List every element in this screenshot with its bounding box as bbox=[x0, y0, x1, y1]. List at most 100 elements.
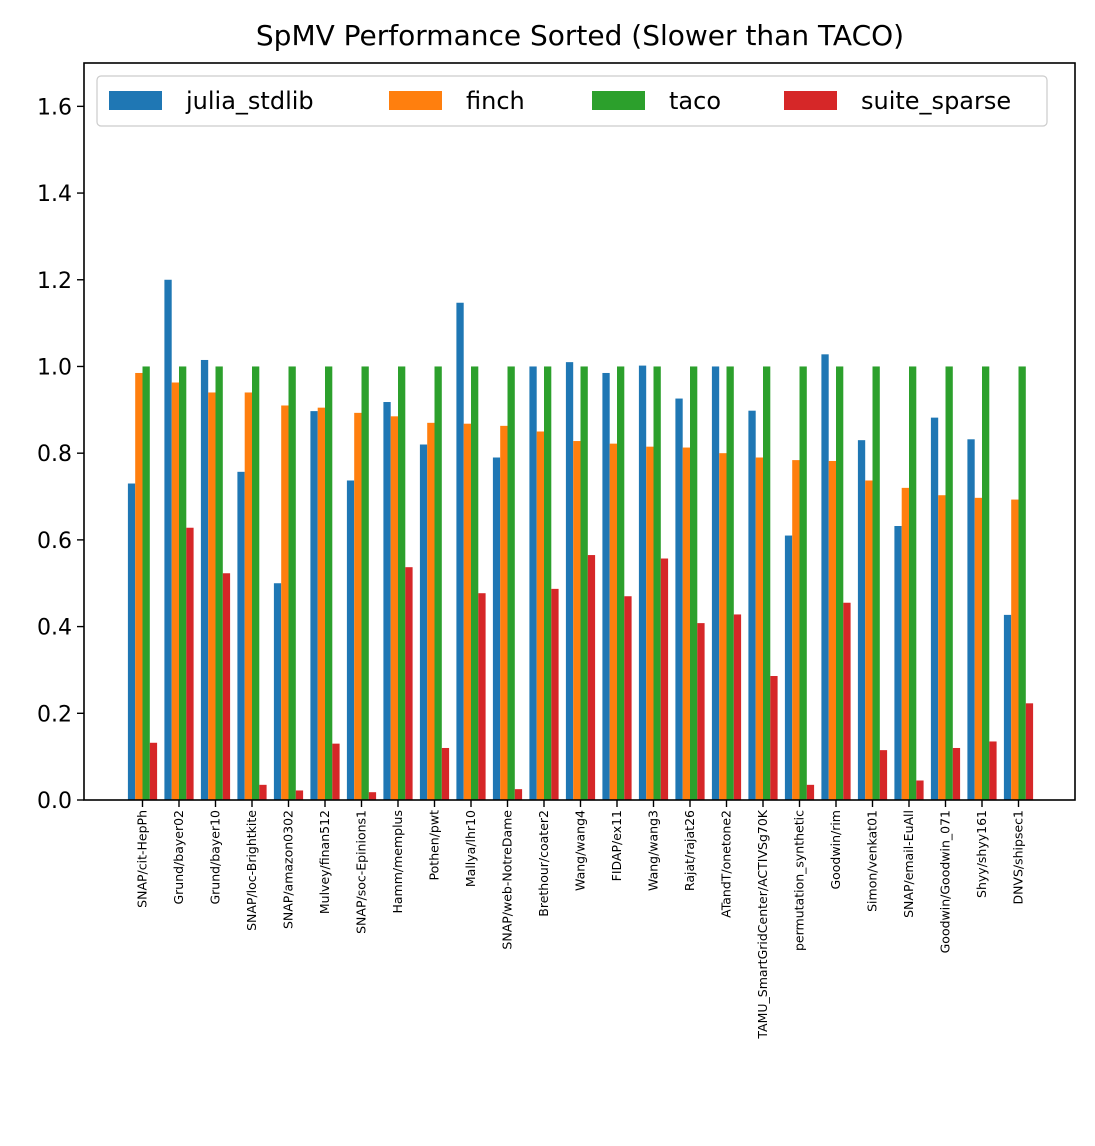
bar-taco-13 bbox=[617, 366, 625, 800]
x-tick-label: Mulvey/finan512 bbox=[317, 810, 332, 914]
bars-layer bbox=[127, 279, 1034, 800]
bar-julia_stdlib-21 bbox=[894, 526, 902, 800]
bar-suite_sparse-0 bbox=[149, 742, 158, 800]
x-tick-label: Shyy/shyy161 bbox=[974, 810, 989, 898]
bar-julia_stdlib-19 bbox=[821, 354, 829, 800]
bar-taco-9 bbox=[471, 366, 479, 800]
x-tick-label: SNAP/web-NotreDame bbox=[500, 810, 515, 950]
bar-taco-6 bbox=[361, 366, 369, 800]
bar-taco-5 bbox=[325, 366, 333, 800]
bar-julia_stdlib-22 bbox=[930, 417, 939, 800]
bar-finch-19 bbox=[828, 460, 836, 800]
bar-finch-14 bbox=[646, 446, 654, 800]
bar-finch-8 bbox=[427, 422, 435, 800]
bar-suite_sparse-5 bbox=[332, 743, 340, 800]
bar-finch-4 bbox=[281, 405, 289, 800]
bar-julia_stdlib-9 bbox=[456, 302, 464, 800]
bar-taco-8 bbox=[434, 366, 442, 800]
x-tick-label: SNAP/amazon0302 bbox=[281, 810, 296, 929]
x-axis: SNAP/cit-HepPh Grund/bayer02 Grund/bayer10… bbox=[135, 800, 1026, 1040]
bar-taco-12 bbox=[580, 366, 588, 800]
bar-suite_sparse-16 bbox=[733, 614, 742, 800]
bar-julia_stdlib-1 bbox=[164, 279, 172, 800]
y-tick-label: 0.8 bbox=[37, 442, 72, 467]
bar-finch-13 bbox=[609, 443, 617, 800]
bar-taco-21 bbox=[909, 366, 917, 800]
y-tick-label: 0.6 bbox=[37, 529, 72, 554]
bar-julia_stdlib-17 bbox=[748, 410, 756, 800]
bar-taco-4 bbox=[288, 366, 296, 800]
chart-title: SpMV Performance Sorted (Slower than TAC… bbox=[256, 19, 904, 52]
y-tick-label: 1.2 bbox=[37, 269, 72, 294]
x-tick-label: DNVS/shipsec1 bbox=[1011, 810, 1026, 905]
x-tick-label: Rajat/rajat26 bbox=[682, 810, 697, 891]
bar-suite_sparse-13 bbox=[624, 596, 632, 800]
bar-suite_sparse-17 bbox=[770, 676, 778, 800]
y-tick-label: 1.0 bbox=[37, 355, 72, 380]
bar-finch-0 bbox=[135, 372, 143, 800]
x-tick-label: ATandT/onetone2 bbox=[719, 810, 734, 918]
bar-suite_sparse-24 bbox=[1025, 703, 1034, 800]
bar-julia_stdlib-13 bbox=[602, 372, 610, 800]
bar-finch-24 bbox=[1011, 499, 1019, 800]
x-tick-label: Goodwin/Goodwin_071 bbox=[938, 810, 953, 953]
x-tick-label: TAMU_SmartGridCenter/ACTIVSg70K bbox=[755, 809, 770, 1039]
bar-julia_stdlib-15 bbox=[675, 398, 683, 800]
bar-finch-22 bbox=[938, 495, 946, 800]
legend-swatch-finch bbox=[389, 91, 442, 110]
bar-taco-7 bbox=[398, 366, 406, 800]
bar-taco-2 bbox=[215, 366, 223, 800]
bar-taco-19 bbox=[836, 366, 844, 800]
bar-suite_sparse-1 bbox=[186, 527, 194, 800]
legend-swatch-taco bbox=[592, 91, 645, 110]
bar-julia_stdlib-6 bbox=[346, 480, 355, 800]
bar-taco-22 bbox=[945, 366, 953, 800]
bar-suite_sparse-7 bbox=[405, 567, 413, 800]
bar-julia_stdlib-18 bbox=[784, 535, 793, 800]
x-tick-label: Wang/wang3 bbox=[646, 810, 661, 891]
bar-suite_sparse-10 bbox=[514, 789, 523, 800]
bar-finch-18 bbox=[792, 460, 800, 800]
plot-area-frame bbox=[83, 62, 1076, 801]
x-tick-label: permutation_synthetic bbox=[792, 810, 807, 951]
bar-suite_sparse-20 bbox=[879, 750, 888, 800]
bar-taco-18 bbox=[799, 366, 807, 800]
bar-finch-12 bbox=[573, 441, 581, 800]
bar-taco-14 bbox=[653, 366, 661, 800]
x-tick-label: SNAP/loc-Brightkite bbox=[244, 810, 259, 931]
bar-finch-7 bbox=[390, 416, 398, 800]
legend-label-suite_sparse: suite_sparse bbox=[861, 87, 1011, 115]
bar-finch-5 bbox=[317, 407, 325, 800]
bar-finch-15 bbox=[682, 447, 690, 800]
bar-suite_sparse-3 bbox=[259, 784, 267, 800]
bar-taco-16 bbox=[726, 366, 734, 800]
legend-swatch-suite_sparse bbox=[784, 91, 837, 110]
y-tick-label: 0.0 bbox=[37, 789, 72, 814]
bar-suite_sparse-19 bbox=[843, 602, 851, 800]
bar-finch-21 bbox=[901, 487, 909, 800]
legend-label-julia_stdlib: julia_stdlib bbox=[185, 87, 314, 115]
bar-taco-11 bbox=[544, 366, 552, 800]
y-tick-label: 1.4 bbox=[37, 182, 72, 207]
bar-julia_stdlib-8 bbox=[419, 444, 428, 800]
x-tick-label: SNAP/soc-Epinions1 bbox=[354, 810, 369, 934]
bar-suite_sparse-23 bbox=[989, 741, 997, 800]
x-tick-label: SNAP/cit-HepPh bbox=[135, 810, 150, 908]
x-tick-label: Mallya/lhr10 bbox=[463, 810, 478, 887]
x-tick-label: Grund/bayer10 bbox=[208, 810, 223, 905]
bar-taco-23 bbox=[982, 366, 990, 800]
bar-finch-1 bbox=[171, 382, 179, 800]
bar-julia_stdlib-11 bbox=[529, 366, 537, 800]
bar-suite_sparse-2 bbox=[222, 573, 231, 800]
bar-julia_stdlib-5 bbox=[310, 411, 318, 800]
bar-julia_stdlib-4 bbox=[273, 583, 282, 800]
bar-finch-6 bbox=[354, 412, 362, 800]
bar-finch-16 bbox=[719, 453, 727, 800]
bar-suite_sparse-21 bbox=[916, 780, 924, 800]
bar-finch-10 bbox=[500, 425, 508, 800]
bar-julia_stdlib-0 bbox=[127, 483, 136, 800]
y-tick-label: 1.6 bbox=[37, 95, 72, 120]
bar-suite_sparse-12 bbox=[587, 555, 596, 800]
bar-julia_stdlib-16 bbox=[711, 366, 720, 800]
